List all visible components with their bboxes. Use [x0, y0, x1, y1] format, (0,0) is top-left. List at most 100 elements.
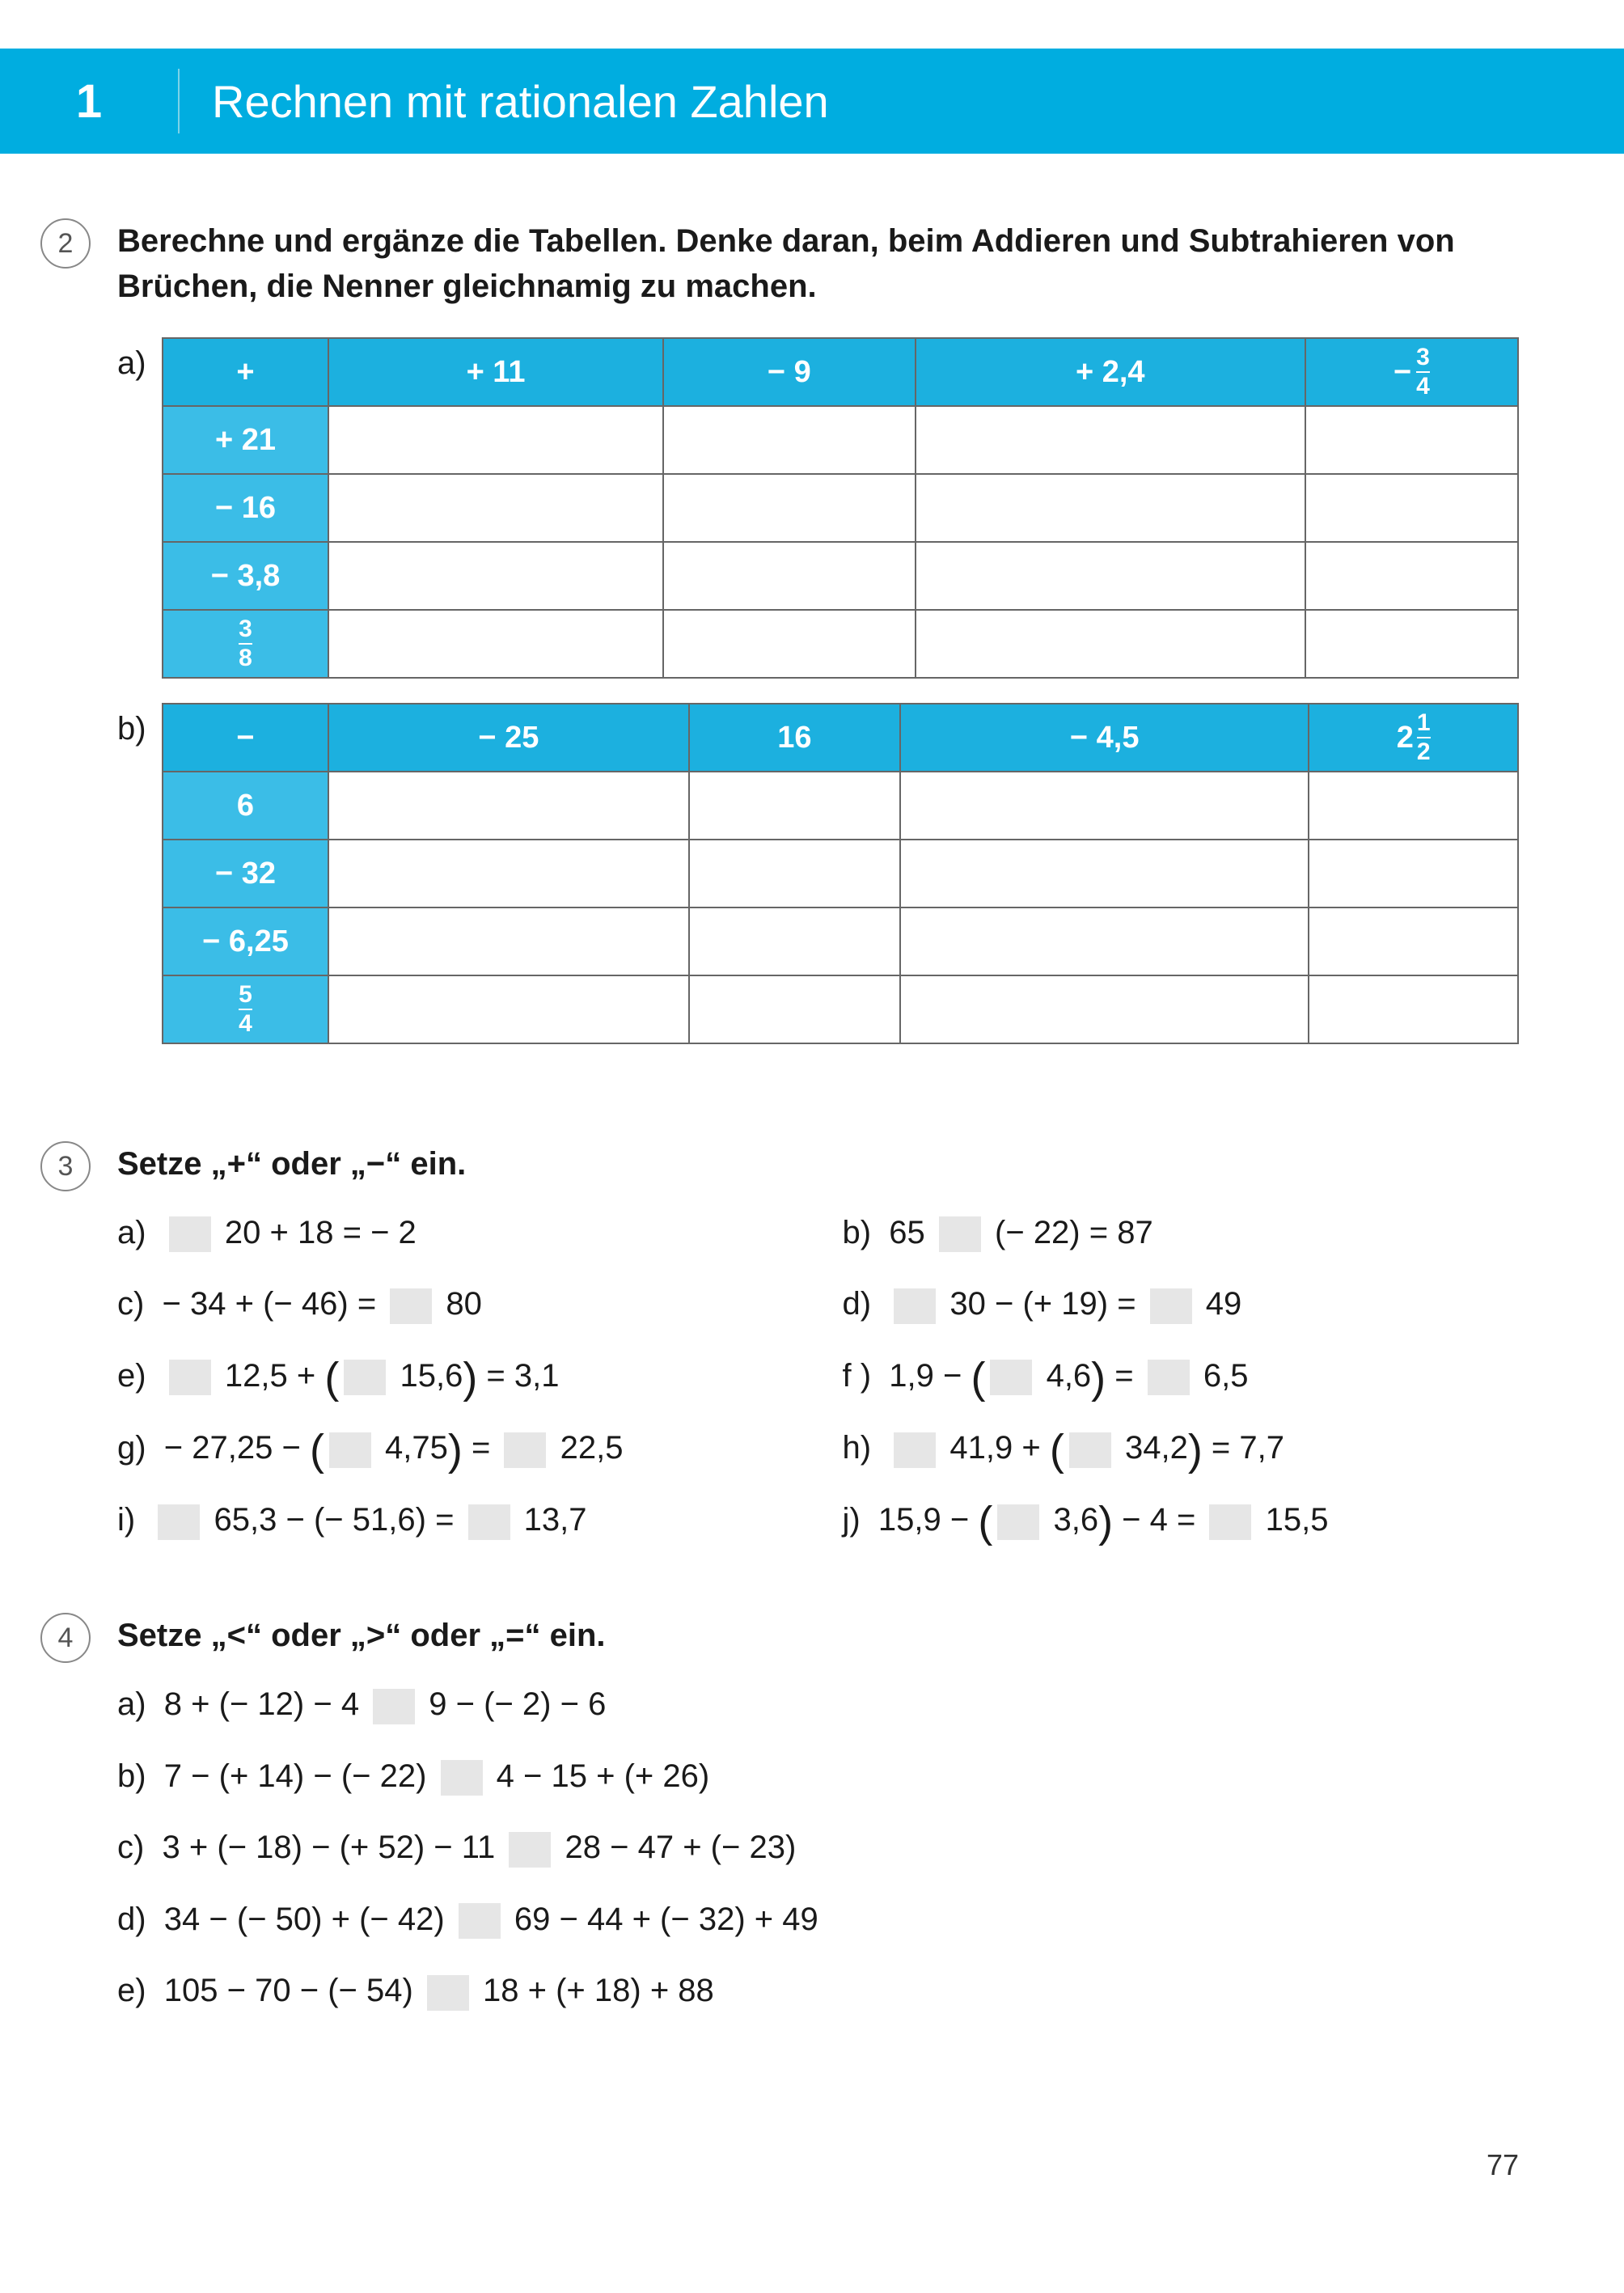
table-cell-blank[interactable]: [328, 406, 663, 474]
fill-blank[interactable]: [441, 1760, 483, 1796]
table-col-header: 212: [1309, 704, 1518, 772]
exercise-3: 3 Setze „+“ oder „−“ ein. a) 20 + 18 = −…: [40, 1141, 1519, 1540]
table-cell-blank[interactable]: [1305, 542, 1518, 610]
table-b-label: b): [117, 703, 162, 1044]
ex3-item-a: a) 20 + 18 = − 2: [117, 1215, 794, 1252]
chapter-header: 1 Rechnen mit rationalen Zahlen: [0, 49, 1624, 154]
table-col-header: − 9: [663, 338, 916, 406]
ex3-item-i: i) 65,3 − (− 51,6) = 13,7: [117, 1502, 794, 1540]
fill-blank[interactable]: [1209, 1504, 1251, 1540]
table-col-header: 16: [689, 704, 900, 772]
table-cell-blank[interactable]: [900, 975, 1309, 1043]
fill-blank[interactable]: [1148, 1360, 1190, 1395]
ex4-list: a) 8 + (− 12) − 4 9 − (− 2) − 6 b) 7 − (+…: [117, 1686, 1519, 2010]
chapter-number: 1: [0, 49, 178, 154]
table-cell-blank[interactable]: [663, 542, 916, 610]
fill-blank[interactable]: [990, 1360, 1032, 1395]
table-cell-blank[interactable]: [1305, 474, 1518, 542]
table-col-header: −34: [1305, 338, 1518, 406]
fill-blank[interactable]: [509, 1832, 551, 1868]
table-row-header: 6: [163, 772, 328, 840]
ex3-grid: a) 20 + 18 = − 2 b) 65 (− 22) = 87 c) − 34…: [117, 1215, 1519, 1540]
fill-blank[interactable]: [894, 1432, 936, 1468]
ex3-item-b: b) 65 (− 22) = 87: [843, 1215, 1520, 1252]
fill-blank[interactable]: [158, 1504, 200, 1540]
fill-blank[interactable]: [427, 1975, 469, 2011]
table-b-wrap: b) −− 2516− 4,52126− 32− 6,2554: [117, 703, 1519, 1044]
fill-blank[interactable]: [1150, 1288, 1192, 1324]
table-cell-blank[interactable]: [1309, 772, 1518, 840]
exercise-number-badge: 4: [40, 1613, 91, 1663]
table-cell-blank[interactable]: [689, 907, 900, 975]
table-cell-blank[interactable]: [328, 474, 663, 542]
table-cell-blank[interactable]: [916, 406, 1305, 474]
table-cell-blank[interactable]: [328, 840, 689, 907]
table-cell-blank[interactable]: [916, 610, 1305, 678]
ex3-item-c: c) − 34 + (− 46) = 80: [117, 1286, 794, 1323]
ex4-item-3: d) 34 − (− 50) + (− 42) 69 − 44 + (− 32)…: [117, 1902, 1519, 1939]
ex3-item-j: j) 15,9 − ( 3,6) − 4 = 15,5: [843, 1502, 1520, 1540]
table-cell-blank[interactable]: [1309, 975, 1518, 1043]
table-cell-blank[interactable]: [328, 975, 689, 1043]
ex4-item-1: b) 7 − (+ 14) − (− 22) 4 − 15 + (+ 26): [117, 1758, 1519, 1796]
fill-blank[interactable]: [344, 1360, 386, 1395]
table-cell-blank[interactable]: [916, 474, 1305, 542]
fill-blank[interactable]: [169, 1360, 211, 1395]
table-cell-blank[interactable]: [663, 406, 916, 474]
table-cell-blank[interactable]: [689, 840, 900, 907]
exercise-number-badge: 3: [40, 1141, 91, 1191]
table-cell-blank[interactable]: [328, 907, 689, 975]
table-cell-blank[interactable]: [1305, 610, 1518, 678]
table-row-header: − 32: [163, 840, 328, 907]
fill-blank[interactable]: [894, 1288, 936, 1324]
table-cell-blank[interactable]: [663, 610, 916, 678]
exercise-prompt: Setze „<“ oder „>“ oder „=“ ein.: [117, 1613, 1519, 1658]
table-cell-blank[interactable]: [689, 772, 900, 840]
exercise-prompt: Berechne und ergänze die Tabellen. Denke…: [117, 218, 1519, 309]
exercise-2: 2 Berechne und ergänze die Tabellen. Den…: [40, 218, 1519, 1068]
fill-blank[interactable]: [504, 1432, 546, 1468]
table-cell-blank[interactable]: [900, 907, 1309, 975]
table-row-header: − 6,25: [163, 907, 328, 975]
fill-blank[interactable]: [468, 1504, 510, 1540]
page-number: 77: [0, 2148, 1624, 2215]
table-cell-blank[interactable]: [916, 542, 1305, 610]
fill-blank[interactable]: [169, 1216, 211, 1252]
fill-blank[interactable]: [939, 1216, 981, 1252]
table-row-header: − 3,8: [163, 542, 328, 610]
chapter-title: Rechnen mit rationalen Zahlen: [180, 49, 1624, 154]
fill-blank[interactable]: [373, 1689, 415, 1724]
table-cell-blank[interactable]: [1309, 840, 1518, 907]
fill-blank[interactable]: [329, 1432, 371, 1468]
table-cell-blank[interactable]: [900, 840, 1309, 907]
exercise-4: 4 Setze „<“ oder „>“ oder „=“ ein. a) 8 …: [40, 1613, 1519, 2010]
table-row-header: 54: [163, 975, 328, 1043]
table-cell-blank[interactable]: [1305, 406, 1518, 474]
table-col-header: + 2,4: [916, 338, 1305, 406]
table-b: −− 2516− 4,52126− 32− 6,2554: [162, 703, 1519, 1044]
table-row-header: 38: [163, 610, 328, 678]
exercise-number-badge: 2: [40, 218, 91, 269]
ex4-item-2: c) 3 + (− 18) − (+ 52) − 11 28 − 47 + (−…: [117, 1830, 1519, 1867]
ex4-item-0: a) 8 + (− 12) − 4 9 − (− 2) − 6: [117, 1686, 1519, 1724]
table-op-cell: −: [163, 704, 328, 772]
ex3-item-g: g) − 27,25 − ( 4,75) = 22,5: [117, 1430, 794, 1468]
fill-blank[interactable]: [1069, 1432, 1111, 1468]
table-cell-blank[interactable]: [328, 772, 689, 840]
table-cell-blank[interactable]: [900, 772, 1309, 840]
table-a-label: a): [117, 337, 162, 679]
fill-blank[interactable]: [390, 1288, 432, 1324]
fill-blank[interactable]: [459, 1903, 501, 1939]
table-op-cell: +: [163, 338, 328, 406]
table-cell-blank[interactable]: [1309, 907, 1518, 975]
table-a: ++ 11− 9+ 2,4−34+ 21− 16− 3,838: [162, 337, 1519, 679]
ex3-item-d: d) 30 − (+ 19) = 49: [843, 1286, 1520, 1323]
table-cell-blank[interactable]: [328, 610, 663, 678]
fill-blank[interactable]: [997, 1504, 1039, 1540]
table-col-header: + 11: [328, 338, 663, 406]
table-cell-blank[interactable]: [689, 975, 900, 1043]
ex4-item-4: e) 105 − 70 − (− 54) 18 + (+ 18) + 88: [117, 1973, 1519, 2010]
table-cell-blank[interactable]: [328, 542, 663, 610]
table-cell-blank[interactable]: [663, 474, 916, 542]
exercise-prompt: Setze „+“ oder „−“ ein.: [117, 1141, 1519, 1187]
